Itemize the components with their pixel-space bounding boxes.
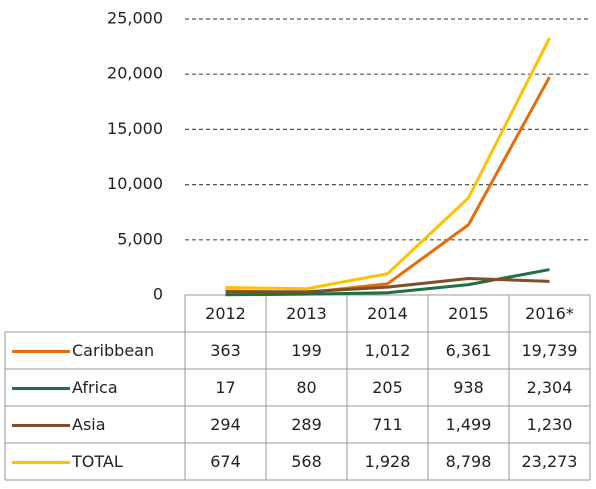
- table-value: 8,798: [446, 452, 492, 471]
- table-value: 938: [453, 378, 484, 397]
- table-value: 1,499: [446, 415, 492, 434]
- y-tick-label: 25,000: [107, 9, 163, 28]
- table-value: 674: [210, 452, 241, 471]
- x-tick-label: 2013: [286, 304, 327, 323]
- y-tick-label: 5,000: [117, 229, 163, 248]
- table-value: 1,230: [527, 415, 573, 434]
- table-value: 568: [291, 452, 322, 471]
- table-value: 19,739: [522, 341, 578, 360]
- x-tick-label: 2016*: [525, 304, 574, 323]
- legend-label: Asia: [72, 415, 106, 434]
- legend-label: TOTAL: [71, 452, 123, 471]
- table-value: 199: [291, 341, 322, 360]
- y-tick-label: 15,000: [107, 119, 163, 138]
- table-value: 711: [372, 415, 403, 434]
- legend-label: Caribbean: [72, 341, 154, 360]
- table-value: 205: [372, 378, 403, 397]
- table-value: 80: [296, 378, 316, 397]
- table-value: 23,273: [522, 452, 578, 471]
- legend-label: Africa: [72, 378, 118, 397]
- x-tick-label: 2012: [205, 304, 246, 323]
- table-value: 294: [210, 415, 241, 434]
- y-tick-label: 20,000: [107, 64, 163, 83]
- y-tick-label: 10,000: [107, 174, 163, 193]
- table-value: 289: [291, 415, 322, 434]
- table-value: 17: [215, 378, 235, 397]
- table-value: 6,361: [446, 341, 492, 360]
- table-value: 2,304: [527, 378, 573, 397]
- table-value: 1,928: [365, 452, 411, 471]
- x-tick-label: 2015: [448, 304, 489, 323]
- table-value: 363: [210, 341, 241, 360]
- x-tick-label: 2014: [367, 304, 408, 323]
- series-line: [225, 37, 551, 291]
- y-tick-label: 0: [153, 285, 163, 304]
- series-line: [225, 276, 550, 294]
- table-value: 1,012: [365, 341, 411, 360]
